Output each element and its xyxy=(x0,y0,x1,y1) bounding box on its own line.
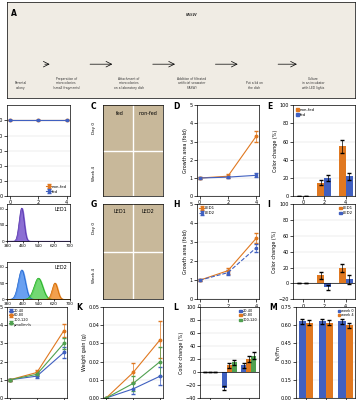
Text: Addition of filtrated
artificial seawater
(FASW): Addition of filtrated artificial seawate… xyxy=(177,77,206,90)
Text: Preparation of
microcolonies
(small fragments): Preparation of microcolonies (small frag… xyxy=(53,77,80,90)
Legend: non-fed, fed: non-fed, fed xyxy=(295,107,316,118)
Bar xyxy=(339,146,346,196)
Legend: 20-40, 60-80, 100-120: 20-40, 60-80, 100-120 xyxy=(239,309,257,322)
Text: Week 4: Week 4 xyxy=(92,166,96,181)
Text: G: G xyxy=(90,200,97,209)
Bar xyxy=(241,366,246,372)
X-axis label: week: week xyxy=(318,207,331,212)
Bar xyxy=(306,323,313,398)
Bar xyxy=(251,356,256,372)
X-axis label: week: week xyxy=(32,207,45,212)
Text: K: K xyxy=(77,303,83,312)
Bar xyxy=(346,176,353,196)
Text: Attachment of
microcolonies
on a laboratory dish: Attachment of microcolonies on a laborat… xyxy=(114,77,144,90)
Text: Put a lid on
the dish: Put a lid on the dish xyxy=(246,82,263,90)
Bar xyxy=(317,276,324,284)
Legend: 20-40, 60-80, 100-120
μmol/m²/s: 20-40, 60-80, 100-120 μmol/m²/s xyxy=(9,309,32,327)
Bar xyxy=(346,325,353,398)
Text: LED1: LED1 xyxy=(55,207,68,212)
Text: C: C xyxy=(90,102,96,110)
Y-axis label: Color change (%): Color change (%) xyxy=(273,130,278,172)
Text: Culture
in an incubator
with LED lights: Culture in an incubator with LED lights xyxy=(302,77,325,90)
Text: Day 0: Day 0 xyxy=(92,222,96,234)
Text: Week 4: Week 4 xyxy=(92,268,96,283)
Y-axis label: Color change (%): Color change (%) xyxy=(272,230,277,273)
Text: Parental
colony: Parental colony xyxy=(15,82,27,90)
Text: A: A xyxy=(11,9,17,18)
Legend: week 0, week 4: week 0, week 4 xyxy=(337,309,354,318)
Text: M: M xyxy=(269,303,277,312)
Bar xyxy=(246,359,251,372)
Bar xyxy=(222,372,227,388)
Text: I: I xyxy=(267,200,270,209)
Bar xyxy=(339,268,346,284)
Y-axis label: Color change (%): Color change (%) xyxy=(179,331,184,374)
Text: non-fed: non-fed xyxy=(139,111,157,116)
Bar xyxy=(227,366,232,372)
Y-axis label: Growth area (fold): Growth area (fold) xyxy=(183,229,188,274)
Text: LED2: LED2 xyxy=(141,210,154,214)
Text: D: D xyxy=(173,102,180,110)
Bar xyxy=(324,178,331,196)
Y-axis label: Growth area (fold): Growth area (fold) xyxy=(183,128,188,173)
Bar xyxy=(318,322,326,398)
Text: LED2: LED2 xyxy=(55,265,68,270)
Bar xyxy=(324,284,331,288)
Legend: non-fed, fed: non-fed, fed xyxy=(46,184,67,194)
Bar xyxy=(346,280,353,284)
Bar xyxy=(317,182,324,196)
Bar xyxy=(232,362,237,372)
Bar xyxy=(299,322,306,398)
Text: Day 0: Day 0 xyxy=(92,122,96,134)
Legend: LED1, LED2: LED1, LED2 xyxy=(338,206,354,216)
X-axis label: week: week xyxy=(222,207,234,212)
Bar xyxy=(339,322,346,398)
X-axis label: week: week xyxy=(318,310,331,315)
Text: fed: fed xyxy=(116,111,123,116)
Text: FASW: FASW xyxy=(186,13,197,17)
Text: H: H xyxy=(173,200,180,209)
X-axis label: week: week xyxy=(222,310,234,315)
Text: E: E xyxy=(267,102,272,110)
Text: LED1: LED1 xyxy=(113,210,126,214)
Y-axis label: Fv/Fm: Fv/Fm xyxy=(275,345,280,360)
Legend: LED1, LED2: LED1, LED2 xyxy=(199,206,216,216)
X-axis label: wavelength: wavelength xyxy=(27,308,50,312)
Bar xyxy=(326,323,333,398)
Text: L: L xyxy=(173,303,178,312)
Y-axis label: Weight gain (g): Weight gain (g) xyxy=(82,334,87,371)
